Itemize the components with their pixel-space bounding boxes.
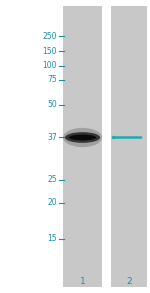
Ellipse shape bbox=[69, 134, 96, 140]
Text: 20: 20 bbox=[47, 198, 57, 207]
Text: 15: 15 bbox=[47, 234, 57, 243]
Ellipse shape bbox=[65, 132, 100, 143]
Text: 25: 25 bbox=[47, 175, 57, 184]
Text: 75: 75 bbox=[47, 75, 57, 84]
Text: 50: 50 bbox=[47, 100, 57, 109]
Text: 250: 250 bbox=[42, 32, 57, 41]
Text: 1: 1 bbox=[80, 277, 85, 286]
Bar bbox=[111, 6, 147, 287]
Ellipse shape bbox=[63, 128, 102, 147]
Bar bbox=[63, 6, 102, 287]
Text: 150: 150 bbox=[42, 47, 57, 56]
Text: 100: 100 bbox=[42, 61, 57, 70]
Text: 37: 37 bbox=[47, 133, 57, 142]
Text: 2: 2 bbox=[126, 277, 132, 286]
